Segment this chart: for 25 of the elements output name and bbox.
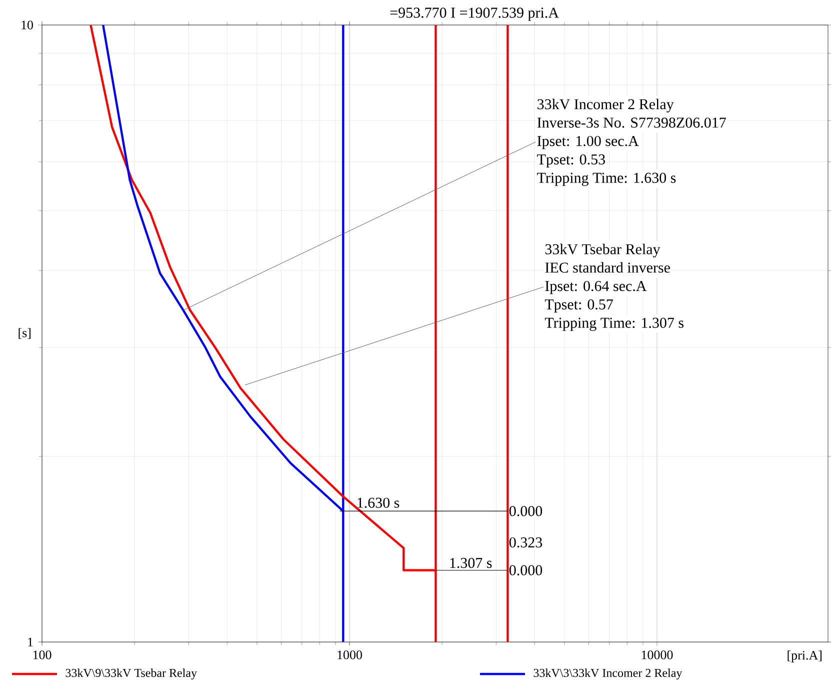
x-tick-label: 100 [33, 650, 52, 660]
annotation: 0.000 [509, 565, 542, 576]
annotation: IEC standard inverse [545, 262, 670, 273]
x-tick-label: 1000 [338, 650, 362, 660]
chart-title: =953.770 I =1907.539 pri.A [390, 8, 559, 21]
annotation: 0.000 [509, 506, 542, 516]
x-tick-label: 10000 [642, 650, 673, 660]
y-axis-title: [s] [18, 328, 31, 339]
legend-label: 33kV\3\33kV Incomer 2 Relay [534, 668, 682, 680]
annotation: 33kV Incomer 2 Relay [538, 98, 674, 112]
annotation: 1.630 s [358, 498, 400, 508]
legend-label: 33kV\9\33kV Tsebar Relay [66, 668, 197, 680]
annotation: Ipset: 1.00 sec.A [537, 136, 639, 150]
annotation: Tripping Time: 1.307 s [544, 318, 684, 331]
annotation: Tpset: 0.53 [537, 154, 605, 168]
annotation: Inverse-3s No. S77398Z06.017 [537, 118, 726, 128]
x-axis-title: [pri.A] [788, 650, 822, 662]
annotation: Ipset: 0.64 sec.A [545, 280, 647, 294]
annotation: 1.307 s [450, 558, 492, 568]
y-tick-label: 1 [28, 638, 33, 646]
annotation: Tripping Time: 1.630 s [537, 172, 676, 186]
annotation: 33kV Tsebar Relay [545, 244, 660, 258]
annotation: 0.323 [509, 537, 542, 548]
annotation: Tpset: 0.57 [544, 299, 613, 313]
y-tick-label: 10 [22, 20, 33, 30]
